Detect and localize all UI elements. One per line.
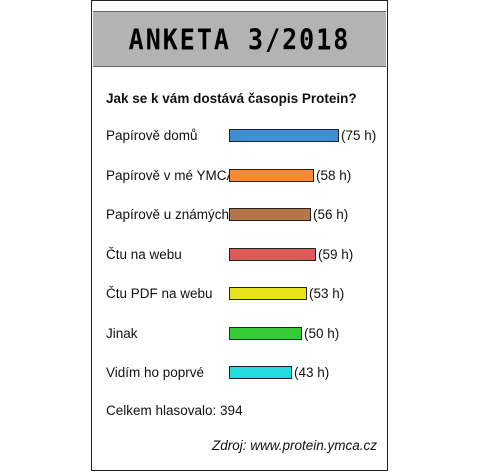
result-count: (43 h): [294, 365, 330, 380]
result-bar: [229, 129, 339, 142]
result-bar: [229, 208, 311, 221]
result-label: Papírově domů: [106, 128, 198, 143]
result-bar: [229, 248, 316, 261]
result-bar: [229, 327, 302, 340]
poll-header: ANKETA 3/2018: [93, 11, 386, 67]
result-count: (50 h): [304, 326, 340, 341]
result-bar: [229, 169, 314, 182]
result-row: Papírově u známých (56 h): [92, 206, 387, 226]
result-label: Papírově v mé YMCA: [106, 168, 236, 183]
poll-title: ANKETA 3/2018: [128, 22, 351, 56]
poll-card: ANKETA 3/2018 Jak se k vám dostává časop…: [91, 0, 388, 471]
result-label: Jinak: [106, 326, 138, 341]
result-row: Papírově v mé YMCA (58 h): [92, 167, 387, 187]
result-bar: [229, 287, 307, 300]
result-bar: [229, 366, 292, 379]
result-count: (56 h): [313, 207, 349, 222]
total-votes: Celkem hlasovalo: 394: [106, 403, 243, 418]
result-count: (53 h): [309, 286, 345, 301]
result-row: Papírově domů (75 h): [92, 127, 387, 147]
result-label: Čtu na webu: [106, 247, 182, 262]
result-count: (59 h): [318, 247, 354, 262]
result-row: Čtu na webu (59 h): [92, 246, 387, 266]
result-label: Vidím ho poprvé: [106, 365, 205, 380]
result-row: Vidím ho poprvé (43 h): [92, 364, 387, 384]
result-label: Čtu PDF na webu: [106, 286, 213, 301]
poll-question: Jak se k vám dostává časopis Protein?: [106, 91, 357, 106]
result-row: Jinak (50 h): [92, 325, 387, 345]
source-credit: Zdroj: www.protein.ymca.cz: [211, 438, 377, 453]
result-label: Papírově u známých: [106, 207, 230, 222]
result-count: (58 h): [316, 168, 352, 183]
result-row: Čtu PDF na webu (53 h): [92, 285, 387, 305]
result-count: (75 h): [341, 128, 377, 143]
